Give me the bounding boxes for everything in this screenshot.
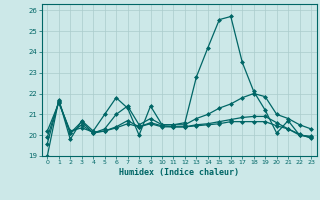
X-axis label: Humidex (Indice chaleur): Humidex (Indice chaleur) bbox=[119, 168, 239, 177]
